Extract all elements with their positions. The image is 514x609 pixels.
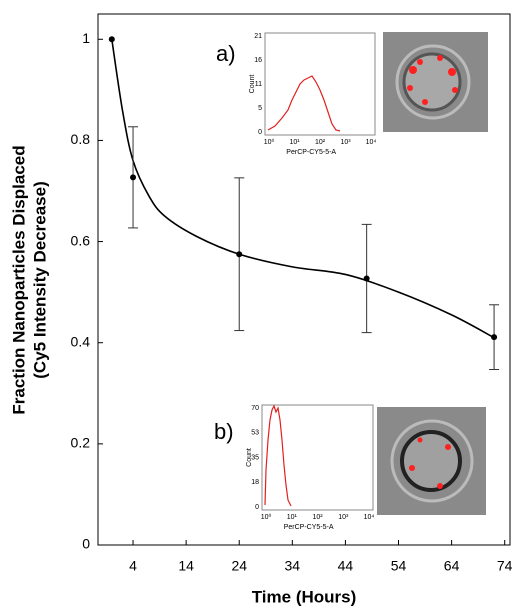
y-tick-label: 0.4 [71,333,91,349]
inset-x-tick-label: 10³ [338,514,349,521]
inset-y-tick-label: 0 [255,504,259,511]
data-point [491,334,498,341]
cell-body [402,52,462,112]
inset-x-tick-label: 10⁰ [261,513,272,521]
inset-y-tick-label: 53 [251,430,259,437]
x-tick-label: 4 [129,558,137,574]
inset-x-tick-label: 10⁴ [366,139,377,146]
cell-dots [409,437,451,489]
inset-y-tick-label: 0 [258,129,262,136]
x-tick-label: 34 [285,558,301,574]
inset-y-tick-label: 16 [254,57,262,64]
inset-x-axis-label: PerCP-CY5-5-A [284,524,334,531]
x-tick-label: 54 [391,558,407,574]
x-axis-label: Time (Hours) [252,587,357,606]
cell-outline [390,419,474,503]
inset-x-tick-label: 10³ [340,139,351,146]
inset-y-tick-label: 21 [254,33,262,40]
inset-box [264,32,376,136]
inset-y-tick-label: 35 [251,454,259,461]
x-tick-label: 14 [178,558,194,574]
inset-histogram [264,404,292,507]
y-tick-label: 0 [82,536,90,552]
inset-x-tick-label: 10¹ [289,139,300,146]
inset-x-tick-label: 10⁰ [264,138,275,146]
plot-frame [97,13,511,546]
inset-box [261,404,374,511]
y-axis-label-line: Fraction Nanoparticles Displaced [9,145,28,414]
inset-y-tick-label: 5 [258,105,262,112]
y-tick-label: 0.8 [71,131,91,147]
data-point [130,174,137,181]
x-tick-label: 74 [497,558,513,574]
x-tick-label: 44 [338,558,354,574]
inset-x-axis-label: PerCP-CY5-5-A [286,149,336,156]
y-tick-label: 0.6 [71,232,91,248]
fit-line [111,39,495,339]
inset-y-axis-label: Count [246,448,253,467]
inset-x-tick-label: 10⁴ [364,514,375,521]
inset-y-tick-label: 11 [255,81,262,88]
inset-y-axis-label: Count [249,75,256,94]
data-point [363,275,370,282]
inset-histogram [267,75,341,132]
y-tick-label: 0.2 [71,435,91,451]
inset-y-tick-label: 70 [251,405,259,412]
inset-x-tick-label: 10² [312,514,323,521]
y-axis-label-line: (Cy5 Intensity Decrease) [30,181,49,378]
x-tick-label: 64 [444,558,460,574]
cell-body [400,430,462,492]
inset-y-tick-label: 18 [251,479,259,486]
cell-outline [395,44,471,120]
cell-dots [407,55,458,105]
inset-label: b) [214,419,234,444]
inset-x-tick-label: 10² [315,139,326,146]
x-tick-label: 24 [231,558,247,574]
y-tick-label: 1 [82,30,90,46]
inset-label: a) [216,41,236,66]
y-axis-label: Fraction Nanoparticles Displaced (Cy5 In… [9,145,49,414]
data-point [236,251,243,258]
inset-x-tick-label: 10¹ [287,514,298,521]
data-point [108,36,115,43]
